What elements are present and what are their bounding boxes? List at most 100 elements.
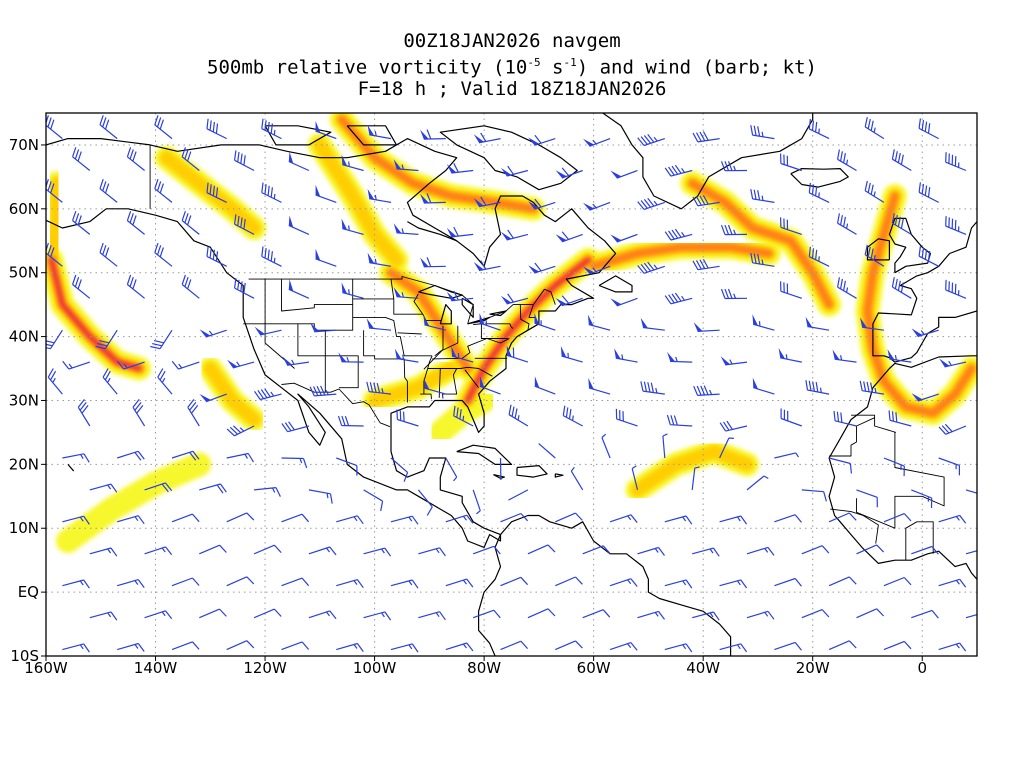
wind-barb [864,180,885,203]
wind-barb [664,515,693,525]
wind-barb [888,410,912,427]
wind-barb-pennant [199,394,211,402]
wind-barb-pennant [420,129,429,140]
vorticity-band [863,192,976,418]
coastline-path [872,221,977,363]
coastlines [46,113,977,656]
wind-barb-pennant [610,170,622,179]
wind-barb-pennant [911,393,923,401]
title-line-3: F=18 h ; Valid 18Z18JAN2026 [357,78,667,101]
wind-barb-pennant [587,314,594,326]
wind-barb [154,179,173,203]
wind-barb [805,380,830,395]
political-border [281,382,391,428]
wind-barb [445,578,474,588]
wind-barb [369,327,392,331]
wind-barb [472,609,501,619]
wind-barb-pennant [583,138,595,147]
wind-barb [315,194,337,203]
wind-barb [181,211,200,235]
y-tick-label: 10N [9,519,39,537]
wind-barb [918,118,939,140]
wind-barb [780,153,802,172]
wind-barb [117,642,145,652]
wind-barb [774,452,800,459]
wind-barb [640,381,665,395]
x-tick-label: 40W [686,659,720,677]
wind-barb [500,576,529,587]
wind-barb [281,641,310,651]
wind-barb [72,147,91,171]
x-tick-label: 20W [796,659,830,677]
political-border [297,323,359,389]
wind-barb-pennant [282,356,292,366]
wind-barb [62,515,90,525]
political-border [830,508,879,544]
wind-barb [508,489,529,501]
y-tick-label: 60N [9,200,39,218]
vorticity-band [203,361,262,427]
wind-barb-pennant [534,313,540,325]
wind-barb [479,320,501,331]
wind-barb [336,515,364,525]
wind-barb [62,643,90,653]
wind-barb [750,252,775,267]
wind-barb [199,544,227,555]
wind-barb [637,197,665,210]
wind-barb [478,132,501,144]
wind-barb [508,404,529,427]
wind-barb [664,228,693,241]
wind-barb [171,360,200,370]
political-border [829,417,875,457]
wind-barb [692,611,720,621]
wind-barb [363,547,392,557]
wind-barb [117,360,145,370]
wind-barb [801,489,827,502]
wind-barb-pennant [560,346,567,358]
wind-barb [856,544,885,555]
wind-barb [534,262,556,274]
wind-barb [181,147,200,171]
wind-barb [911,545,939,555]
wind-barb [801,609,830,619]
wind-barb [637,610,665,620]
wind-barb [774,514,802,523]
wind-barb [527,608,556,619]
wind-barb [95,329,118,350]
political-border [519,304,530,331]
wind-barb [945,279,967,299]
wind-barb [538,443,556,459]
y-tick-label: 50N [9,264,39,282]
coastline-path [346,125,398,146]
wind-barb-pennant [640,317,648,329]
wind-barb [117,579,145,588]
wind-barb [918,182,939,203]
wind-barb [588,323,611,331]
wind-barb [609,514,638,523]
wind-barb-pennant [667,351,676,362]
wind-barb [719,515,748,525]
wind-barb-pennant [473,262,484,271]
wind-barb [144,546,173,556]
wind-barb [396,354,419,363]
wind-barb-pennant [393,287,402,297]
wind-barb [187,399,200,427]
wind-barb-pennant [446,164,457,173]
wind-barb [226,452,255,463]
wind-barb [226,640,255,651]
political-border [905,521,934,561]
wind-barb [390,457,409,482]
x-tick-label: 80W [467,659,501,677]
wind-barb [451,163,474,174]
coastline-path [67,464,74,472]
wind-barb [774,641,802,651]
x-tick-label: 140W [134,659,178,677]
wind-barb [424,324,446,331]
wind-barb [938,514,967,524]
x-tick-label: 100W [353,659,397,677]
wind-barb [199,483,227,494]
political-border [352,316,433,357]
wind-barb [254,388,282,401]
wind-barb [891,213,912,235]
wind-barb [859,380,884,395]
